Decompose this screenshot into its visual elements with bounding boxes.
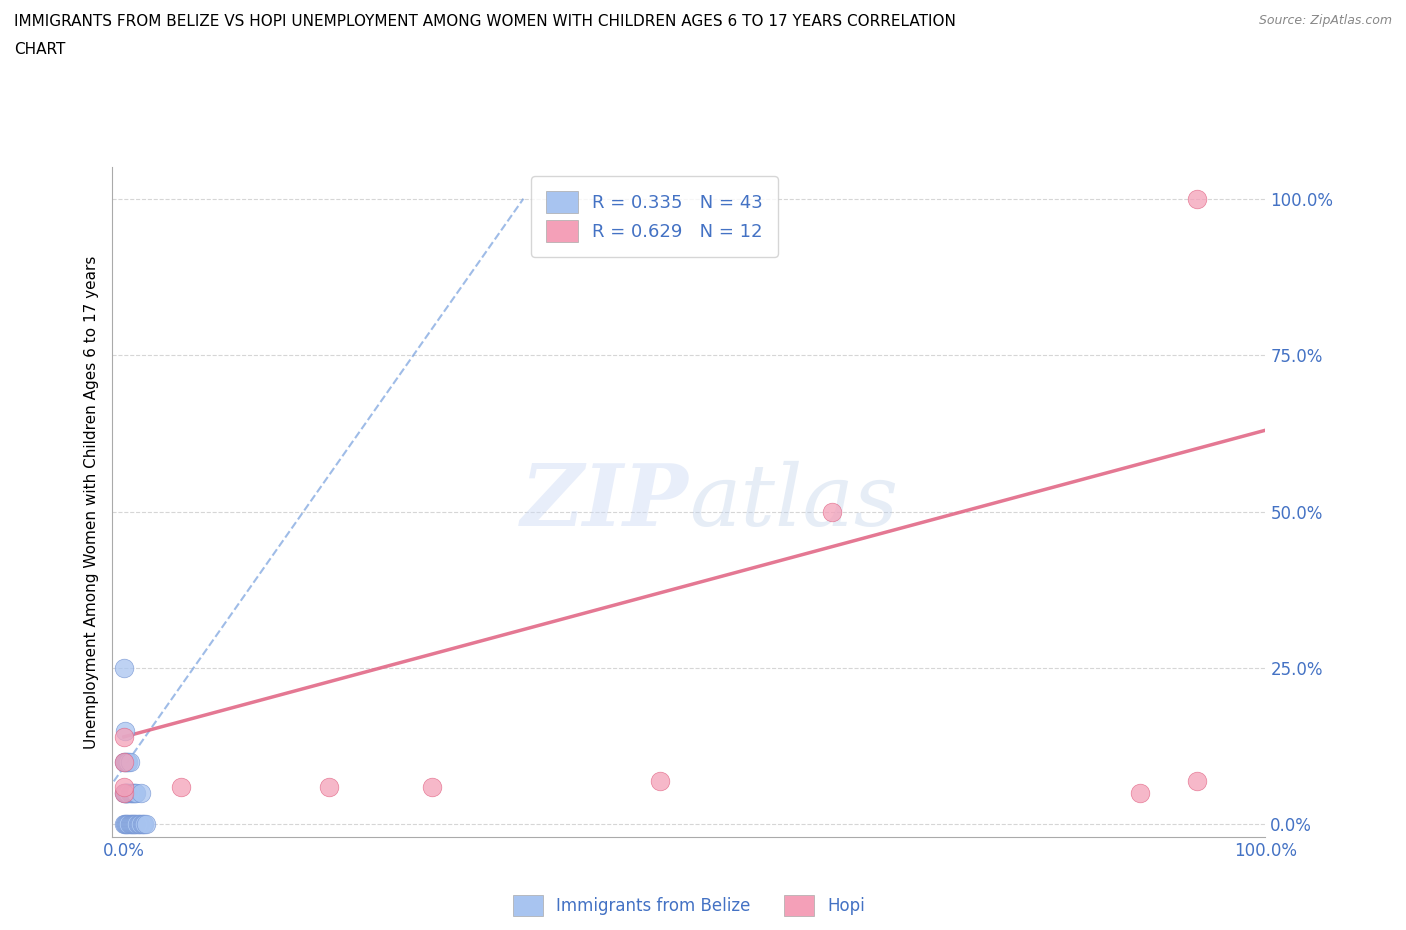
Y-axis label: Unemployment Among Women with Children Ages 6 to 17 years: Unemployment Among Women with Children A… [83, 256, 98, 749]
Point [117, 786, 139, 801]
Point [114, 754, 136, 769]
Text: ZIP: ZIP [522, 460, 689, 544]
Point [122, 817, 145, 832]
Point [117, 754, 139, 769]
Point [1185, 192, 1208, 206]
Point [420, 779, 443, 794]
Point [820, 504, 842, 519]
Point [112, 817, 135, 832]
Point [114, 786, 136, 801]
Point [115, 817, 138, 832]
Point [112, 729, 135, 744]
Point [112, 754, 135, 769]
Point [650, 773, 672, 788]
Point [112, 786, 135, 801]
Point [121, 786, 143, 801]
Point [117, 817, 139, 832]
Point [131, 817, 153, 832]
Point [115, 786, 138, 801]
Point [127, 817, 149, 832]
Point [125, 786, 148, 801]
Point [122, 817, 145, 832]
Point [112, 754, 135, 769]
Point [114, 724, 136, 738]
Point [125, 817, 148, 832]
Text: CHART: CHART [14, 42, 66, 57]
Point [124, 786, 146, 801]
Point [1185, 773, 1208, 788]
Point [124, 817, 146, 832]
Point [115, 786, 138, 801]
Point [117, 786, 139, 801]
Point [112, 660, 135, 675]
Point [112, 779, 135, 794]
Legend: Immigrants from Belize, Hopi: Immigrants from Belize, Hopi [506, 889, 872, 923]
Point [118, 786, 141, 801]
Point [128, 817, 150, 832]
Point [117, 754, 139, 769]
Point [120, 786, 142, 801]
Point [122, 786, 145, 801]
Text: Source: ZipAtlas.com: Source: ZipAtlas.com [1258, 14, 1392, 27]
Point [118, 754, 141, 769]
Point [134, 817, 156, 832]
Point [128, 817, 150, 832]
Point [132, 817, 155, 832]
Point [114, 786, 136, 801]
Point [117, 817, 139, 832]
Point [318, 779, 340, 794]
Point [112, 786, 135, 801]
Point [135, 817, 157, 832]
Point [118, 817, 141, 832]
Point [121, 817, 143, 832]
Point [120, 817, 142, 832]
Point [1129, 786, 1152, 801]
Text: IMMIGRANTS FROM BELIZE VS HOPI UNEMPLOYMENT AMONG WOMEN WITH CHILDREN AGES 6 TO : IMMIGRANTS FROM BELIZE VS HOPI UNEMPLOYM… [14, 14, 956, 29]
Point [129, 786, 152, 801]
Point [114, 817, 136, 832]
Point [117, 786, 139, 801]
Point [115, 754, 138, 769]
Text: atlas: atlas [689, 461, 898, 543]
Point [122, 786, 145, 801]
Point [170, 779, 193, 794]
